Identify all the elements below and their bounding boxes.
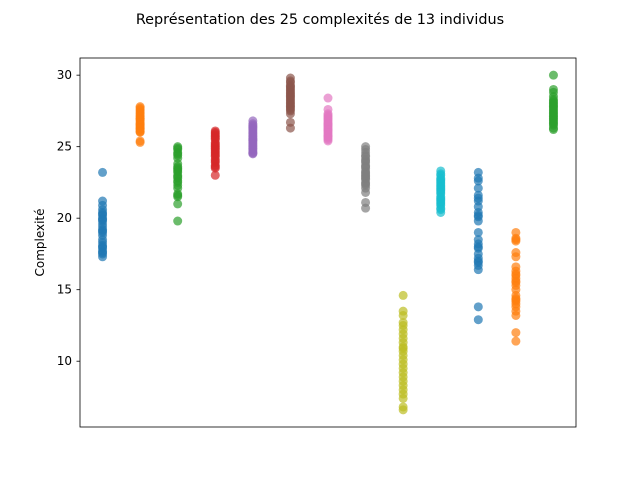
data-point <box>436 205 446 215</box>
data-point <box>323 131 333 141</box>
data-point <box>511 269 521 279</box>
series-6 <box>285 73 295 133</box>
series-2 <box>135 102 145 147</box>
data-point <box>135 103 145 113</box>
data-point <box>398 343 408 353</box>
data-point <box>173 143 183 153</box>
data-point <box>98 226 108 236</box>
data-points <box>98 70 558 415</box>
data-point <box>210 160 220 170</box>
data-point <box>511 328 521 338</box>
data-point <box>361 203 371 213</box>
data-point <box>98 167 108 177</box>
plot-frame <box>79 57 577 428</box>
series-5 <box>248 116 258 159</box>
data-point <box>398 393 408 403</box>
data-point <box>210 127 220 137</box>
data-point <box>285 123 295 133</box>
data-point <box>473 227 483 237</box>
series-13 <box>548 70 558 135</box>
data-point <box>210 145 220 155</box>
series-12 <box>511 227 521 346</box>
data-point <box>398 290 408 300</box>
data-point <box>473 183 483 193</box>
data-point <box>511 235 521 245</box>
data-point <box>98 248 108 258</box>
data-point <box>473 176 483 186</box>
data-point <box>398 405 408 415</box>
chart-title: Représentation des 25 complexités de 13 … <box>136 12 504 28</box>
data-point <box>285 82 295 92</box>
data-point <box>436 196 446 206</box>
data-point <box>511 252 521 262</box>
data-point <box>248 142 258 152</box>
data-point <box>323 110 333 120</box>
data-point <box>361 145 371 155</box>
data-point <box>436 179 446 189</box>
data-point <box>173 177 183 187</box>
series-3 <box>173 142 183 226</box>
y-tick-label: 10 <box>57 354 72 368</box>
data-point <box>248 119 258 129</box>
data-point <box>210 170 220 180</box>
y-axis: 10 15 20 25 30 <box>57 68 80 368</box>
data-point <box>173 190 183 200</box>
data-point <box>398 310 408 320</box>
y-tick-label: 15 <box>57 283 72 297</box>
data-point <box>511 278 521 288</box>
y-axis-label: Complexité <box>33 208 47 276</box>
series-11 <box>473 167 483 325</box>
data-point <box>173 199 183 209</box>
data-point <box>473 193 483 203</box>
data-point <box>398 325 408 335</box>
data-point <box>135 127 145 137</box>
series-4 <box>210 126 220 180</box>
y-tick-label: 30 <box>57 68 72 82</box>
series-10 <box>436 166 446 217</box>
series-7 <box>323 93 333 146</box>
data-point <box>248 148 258 158</box>
data-point <box>473 315 483 325</box>
data-point <box>473 216 483 226</box>
y-tick-label: 25 <box>57 140 72 154</box>
data-point <box>173 216 183 226</box>
data-point <box>248 135 258 145</box>
data-point <box>511 295 521 305</box>
data-point <box>285 90 295 100</box>
data-point <box>361 156 371 166</box>
data-point <box>473 265 483 275</box>
data-point <box>98 215 108 225</box>
data-point <box>473 302 483 312</box>
data-point <box>98 240 108 250</box>
series-1 <box>98 167 108 262</box>
data-point <box>511 336 521 346</box>
data-point <box>473 258 483 268</box>
data-point <box>135 137 145 147</box>
data-point <box>511 310 521 320</box>
series-8 <box>361 142 371 213</box>
data-point <box>548 70 558 80</box>
data-point <box>361 179 371 189</box>
data-point <box>285 99 295 109</box>
data-point <box>323 93 333 103</box>
y-tick-label: 20 <box>57 211 72 225</box>
series-9 <box>398 290 408 415</box>
data-point <box>173 163 183 173</box>
data-point <box>361 170 371 180</box>
data-point <box>548 116 558 126</box>
data-point <box>473 242 483 252</box>
